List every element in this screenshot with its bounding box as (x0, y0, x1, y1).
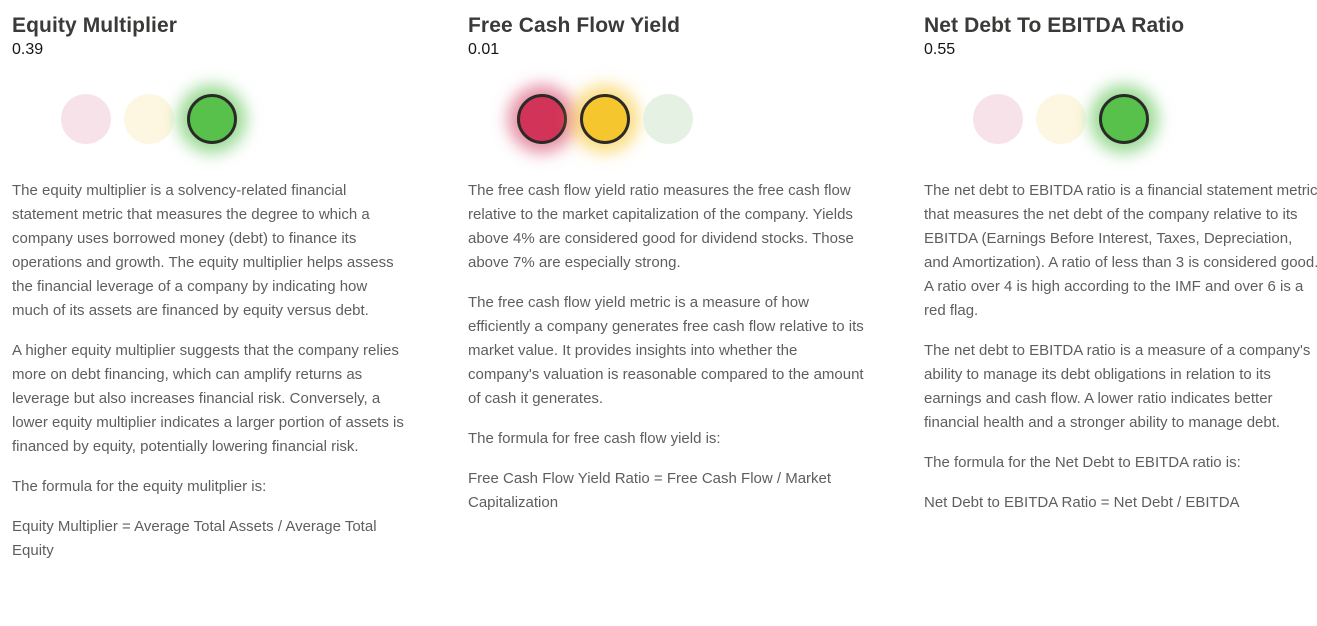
description-paragraph: The free cash flow yield metric is a mea… (468, 294, 864, 407)
metric-value: 0.01 (468, 41, 500, 58)
traffic-light-indicator (973, 94, 1317, 144)
formula-label: The formula for the Net Debt to EBITDA r… (924, 454, 1241, 471)
kpi-dashboard: Equity Multiplier 0.39 The equity multip… (12, 14, 1317, 563)
metric-title: Equity Multiplier (12, 14, 178, 37)
green-light-icon (1099, 94, 1149, 144)
formula-text: Net Debt to EBITDA Ratio = Net Debt / EB… (924, 494, 1240, 511)
metric-card-free-cash-flow-yield: Free Cash Flow Yield 0.01 The free cash … (468, 14, 864, 563)
description-paragraph: A higher equity multiplier suggests that… (12, 342, 404, 455)
metric-value: 0.55 (924, 41, 956, 58)
description-paragraph: The free cash flow yield ratio measures … (468, 182, 854, 271)
metric-card-net-debt-to-ebitda: Net Debt To EBITDA Ratio 0.55 The net de… (924, 14, 1317, 563)
formula-label: The formula for the equity mulitplier is… (12, 478, 267, 495)
yellow-light-icon (1036, 94, 1086, 144)
formula-label: The formula for free cash flow yield is: (468, 430, 721, 447)
metric-card-equity-multiplier: Equity Multiplier 0.39 The equity multip… (12, 14, 408, 563)
description-paragraph: The net debt to EBITDA ratio is a financ… (924, 182, 1317, 319)
yellow-light-icon (580, 94, 630, 144)
metric-value: 0.39 (12, 41, 44, 58)
red-light-icon (517, 94, 567, 144)
traffic-light-indicator (517, 94, 864, 144)
formula-text: Equity Multiplier = Average Total Assets… (12, 518, 377, 559)
formula-text: Free Cash Flow Yield Ratio = Free Cash F… (468, 470, 832, 511)
metric-title: Free Cash Flow Yield (468, 14, 681, 37)
traffic-light-indicator (61, 94, 408, 144)
green-light-icon (643, 94, 693, 144)
red-light-icon (973, 94, 1023, 144)
red-light-icon (61, 94, 111, 144)
green-light-icon (187, 94, 237, 144)
metric-title: Net Debt To EBITDA Ratio (924, 14, 1185, 37)
description-paragraph: The net debt to EBITDA ratio is a measur… (924, 342, 1311, 431)
yellow-light-icon (124, 94, 174, 144)
description-paragraph: The equity multiplier is a solvency-rela… (12, 182, 394, 319)
